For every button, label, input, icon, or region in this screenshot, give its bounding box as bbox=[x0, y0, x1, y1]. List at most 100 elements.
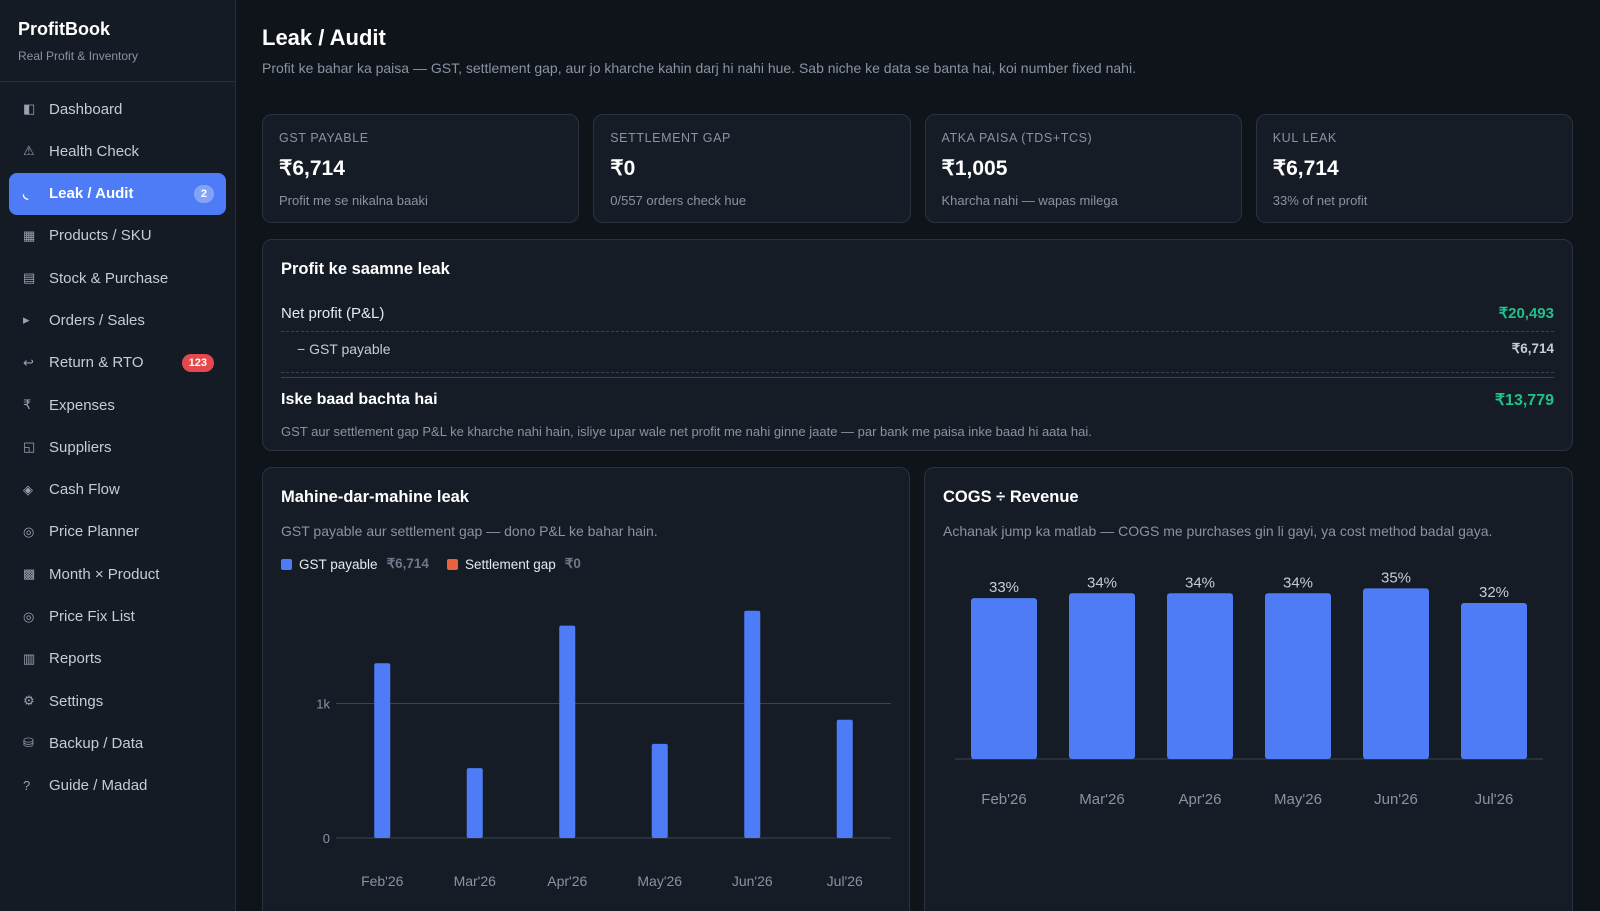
month-product-icon: ▩ bbox=[23, 566, 36, 582]
gst-payable-label: − GST payable bbox=[297, 341, 391, 357]
count-badge: 2 bbox=[193, 184, 214, 203]
x-tick-label: Jul'26 bbox=[827, 873, 863, 889]
divider bbox=[281, 331, 1554, 332]
sidebar-item-label: Dashboard bbox=[49, 100, 123, 118]
sidebar-item-backup-data[interactable]: ⛁ Backup / Data bbox=[9, 722, 226, 764]
remaining-label: Iske baad bachta hai bbox=[281, 391, 438, 408]
bar-gst-payable bbox=[836, 719, 853, 838]
sidebar-item-label: Return & RTO bbox=[49, 354, 144, 372]
card-note: 0/557 orders check hue bbox=[610, 193, 747, 208]
x-tick-label: Jun'26 bbox=[1374, 791, 1418, 808]
sidebar-item-dashboard[interactable]: ◧ Dashboard bbox=[9, 88, 226, 130]
summary-cards: GST PAYABLE ₹6,714 Profit me se nikalna … bbox=[262, 114, 1573, 223]
sidebar-item-label: Month × Product bbox=[49, 565, 160, 583]
settings-icon: ⚙ bbox=[23, 693, 35, 709]
sidebar-item-label: Stock & Purchase bbox=[49, 269, 169, 287]
card-label: GST PAYABLE bbox=[279, 131, 369, 145]
bar-gst-payable bbox=[651, 743, 668, 838]
return-rto-icon: ↩ bbox=[23, 354, 34, 370]
net-profit-label: Net profit (P&L) bbox=[281, 304, 385, 322]
remaining-value: ₹13,779 bbox=[1494, 392, 1554, 409]
health-check-icon: ⚠ bbox=[23, 143, 35, 159]
legend-item-settlement: Settlement gap ₹0 bbox=[446, 556, 581, 572]
leak-note: GST aur settlement gap P&L ke kharche na… bbox=[281, 424, 1092, 439]
sidebar-item-health-check[interactable]: ⚠ Health Check bbox=[9, 130, 226, 172]
leak-audit-icon: ◟ bbox=[23, 185, 29, 201]
bar-cogs-ratio bbox=[1069, 593, 1135, 759]
reports-icon: ▥ bbox=[23, 650, 36, 666]
sidebar-item-label: Cash Flow bbox=[49, 481, 120, 499]
sidebar-item-leak-audit[interactable]: ◟ Leak / Audit 2 bbox=[9, 172, 226, 215]
sidebar-item-stock-purchase[interactable]: ▤ Stock & Purchase bbox=[9, 257, 226, 299]
card-value: ₹1,005 bbox=[941, 157, 1008, 180]
suppliers-icon: ◱ bbox=[23, 439, 36, 455]
divider bbox=[281, 372, 1554, 373]
remaining-row: Iske baad bachta hai ₹13,779 bbox=[281, 377, 1554, 410]
x-tick-label: Jul'26 bbox=[1475, 791, 1514, 808]
legend-amount: ₹6,714 bbox=[386, 556, 429, 571]
sidebar-item-cash-flow[interactable]: ◈ Cash Flow bbox=[9, 469, 226, 511]
x-tick-label: Jun'26 bbox=[732, 873, 773, 889]
app-tagline: Real Profit & Inventory bbox=[18, 49, 139, 63]
card-value: ₹6,714 bbox=[1272, 157, 1339, 180]
bar-gst-payable bbox=[744, 610, 761, 838]
sidebar-item-suppliers[interactable]: ◱ Suppliers bbox=[9, 426, 226, 468]
bar-gst-payable bbox=[374, 663, 391, 838]
card-note: 33% of net profit bbox=[1272, 193, 1368, 208]
sidebar-item-label: Suppliers bbox=[49, 438, 112, 456]
net-profit-value: ₹20,493 bbox=[1498, 305, 1554, 322]
sidebar-item-label: Products / SKU bbox=[49, 227, 152, 245]
data-label: 34% bbox=[1087, 574, 1117, 591]
orders-sales-icon: ▸ bbox=[23, 312, 30, 328]
sidebar-item-expenses[interactable]: ₹ Expenses bbox=[9, 384, 226, 426]
sidebar-item-guide-madad[interactable]: ? Guide / Madad bbox=[9, 765, 226, 807]
brand: ProfitBook Real Profit & Inventory bbox=[0, 0, 235, 82]
main-content: Leak / Audit Profit ke bahar ka paisa — … bbox=[236, 0, 1600, 911]
sidebar-item-reports[interactable]: ▥ Reports bbox=[9, 638, 226, 680]
x-tick-label: Apr'26 bbox=[547, 873, 587, 889]
bar-cogs-ratio bbox=[1167, 593, 1233, 759]
sidebar-item-products-sku[interactable]: ▦ Products / SKU bbox=[9, 215, 226, 257]
x-tick-label: May'26 bbox=[1274, 791, 1322, 808]
data-label: 35% bbox=[1381, 569, 1411, 586]
cogs-title: COGS ÷ Revenue bbox=[943, 488, 1079, 506]
card-kul-leak: KUL LEAK ₹6,714 33% of net profit bbox=[1255, 114, 1573, 223]
sidebar-item-price-fix-list[interactable]: ◎ Price Fix List bbox=[9, 596, 226, 638]
sidebar-item-settings[interactable]: ⚙ Settings bbox=[9, 680, 226, 722]
sidebar-item-month-product[interactable]: ▩ Month × Product bbox=[9, 553, 226, 595]
leak-panel: Profit ke saamne leak Net profit (P&L) ₹… bbox=[262, 239, 1573, 451]
legend-swatch-gst bbox=[281, 558, 292, 570]
page-subtitle: Profit ke bahar ka paisa — GST, settleme… bbox=[262, 60, 1136, 76]
card-note: Kharcha nahi — wapas milega bbox=[941, 193, 1118, 208]
page-title: Leak / Audit bbox=[262, 25, 386, 50]
bar-gst-payable bbox=[559, 625, 576, 838]
guide-madad-icon: ? bbox=[23, 778, 31, 794]
sidebar-item-label: Leak / Audit bbox=[49, 185, 134, 203]
x-tick-label: Apr'26 bbox=[1179, 791, 1222, 808]
sidebar-item-label: Backup / Data bbox=[49, 734, 144, 752]
leak-title: Profit ke saamne leak bbox=[281, 260, 450, 278]
sidebar-item-return-rto[interactable]: ↩ Return & RTO 123 bbox=[9, 342, 226, 384]
x-tick-label: Mar'26 bbox=[1079, 791, 1124, 808]
expenses-icon: ₹ bbox=[23, 397, 32, 413]
sidebar-nav: ◧ Dashboard ⚠ Health Check ◟ Leak / Audit 2 ▦ Pr… bbox=[0, 82, 235, 813]
sidebar-item-price-planner[interactable]: ◎ Price Planner bbox=[9, 511, 226, 553]
sidebar-item-label: Orders / Sales bbox=[49, 311, 145, 329]
card-label: ATKA PAISA (TDS+TCS) bbox=[941, 131, 1093, 145]
legend-label: Settlement gap bbox=[464, 556, 556, 572]
sidebar-item-orders-sales[interactable]: ▸ Orders / Sales bbox=[9, 299, 226, 341]
gst-payable-row: − GST payable ₹6,714 bbox=[281, 332, 1554, 366]
bar-cogs-ratio bbox=[1461, 603, 1527, 759]
sidebar-item-label: Price Planner bbox=[49, 523, 140, 541]
card-value: ₹6,714 bbox=[279, 157, 345, 180]
x-tick-label: May'26 bbox=[637, 873, 682, 889]
legend-item-gst: GST payable ₹6,714 bbox=[281, 556, 429, 572]
sidebar-item-label: Settings bbox=[49, 692, 104, 710]
data-label: 34% bbox=[1283, 574, 1313, 591]
card-value: ₹0 bbox=[610, 157, 636, 180]
card-label: KUL LEAK bbox=[1272, 131, 1337, 145]
price-planner-icon: ◎ bbox=[23, 523, 35, 539]
sidebar-item-label: Expenses bbox=[49, 396, 115, 414]
card-atka-paisa: ATKA PAISA (TDS+TCS) ₹1,005 Kharcha nahi… bbox=[924, 114, 1242, 223]
y-tick-label: 1k bbox=[316, 697, 330, 712]
